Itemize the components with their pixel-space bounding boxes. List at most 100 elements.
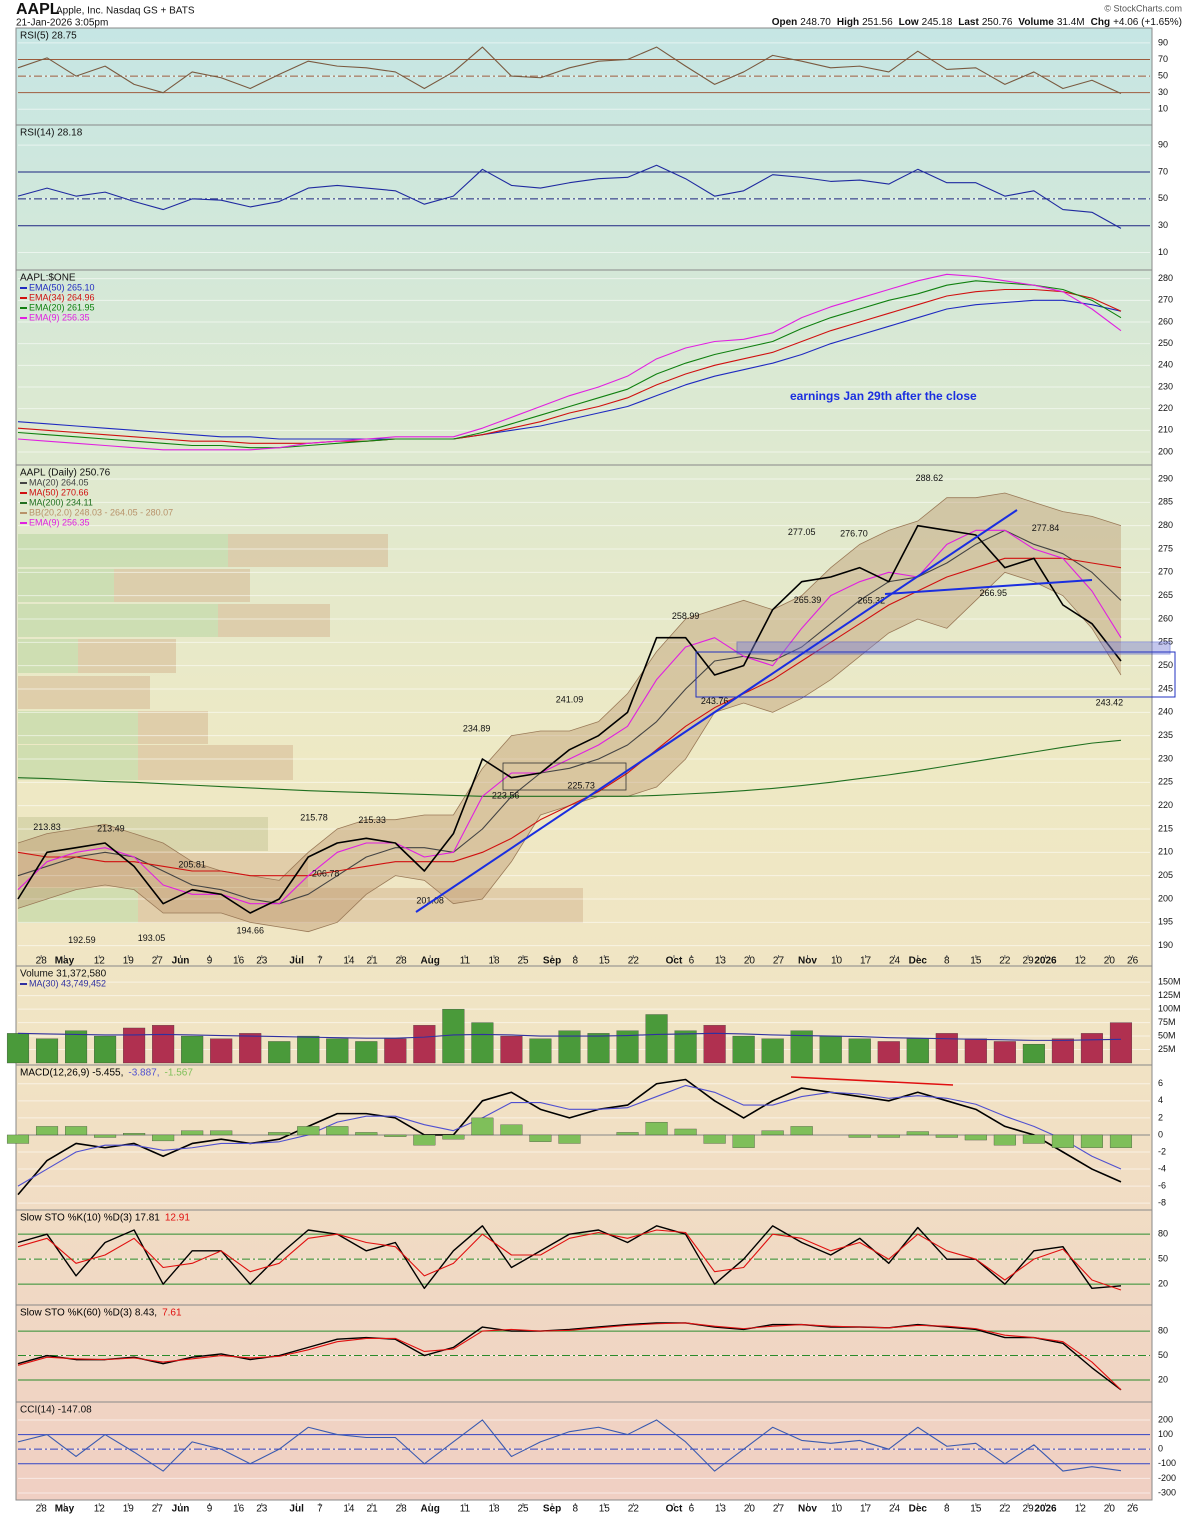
x-tick-label: 15 — [599, 1504, 611, 1515]
y-tick-label: 220 — [1158, 800, 1173, 810]
y-tick-label: 150M — [1158, 977, 1181, 987]
legend-entry: MA(30) 43,749,452 — [29, 978, 106, 988]
x-tick-label: 27 — [773, 956, 785, 967]
bar — [471, 1117, 494, 1136]
vbp-bar — [18, 534, 228, 567]
x-tick-label: 28 — [36, 956, 48, 967]
x-tick-label: 11 — [460, 956, 471, 967]
price-label: 201.08 — [416, 895, 444, 905]
y-tick-label: 275 — [1158, 543, 1173, 553]
credit: © StockCharts.com — [1104, 3, 1182, 13]
x-tick-label: 8 — [573, 956, 579, 967]
y-tick-label: 125M — [1158, 990, 1181, 1000]
x-tick-label: 26 — [1127, 1504, 1139, 1515]
bar — [413, 1025, 436, 1064]
x-tick-label: 15 — [970, 1504, 982, 1515]
x-tick-label: Dec — [909, 1504, 928, 1515]
y-tick-label: 240 — [1158, 360, 1173, 370]
x-tick-label: Oct — [666, 956, 683, 967]
band-edge — [17, 492, 1122, 881]
price-label: 266.95 — [979, 588, 1007, 598]
y-tick-label: 50 — [1158, 193, 1168, 203]
bar — [558, 1134, 581, 1144]
x-tick-label: Aug — [420, 1504, 439, 1515]
bar — [65, 1030, 88, 1064]
y-tick-label: 30 — [1158, 220, 1168, 230]
bar — [558, 1030, 581, 1064]
y-tick-label: 80 — [1158, 1325, 1168, 1335]
y-tick-label: -8 — [1158, 1198, 1166, 1208]
price-label: 213.83 — [33, 822, 61, 832]
resistance-zone — [736, 641, 1171, 655]
bar — [703, 1134, 726, 1144]
x-tick-label: 28 — [36, 1504, 48, 1515]
y-tick-label: 290 — [1158, 473, 1173, 483]
x-tick-label: Oct — [666, 1504, 683, 1515]
bar — [500, 1124, 523, 1136]
y-tick-label: 220 — [1158, 403, 1173, 413]
x-tick-label: 22 — [999, 1504, 1011, 1515]
bar — [1022, 1043, 1045, 1064]
x-tick-label: 18 — [488, 956, 500, 967]
x-tick-label: Jun — [172, 1504, 190, 1515]
x-tick-label: 16 — [233, 956, 245, 967]
x-tick-label: Jun — [172, 956, 190, 967]
x-tick-label: 8 — [944, 956, 950, 967]
price-label: 215.78 — [300, 813, 328, 823]
x-tick-label: 26 — [1127, 956, 1139, 967]
legend-entry: MA(20) 264.05 — [29, 477, 89, 487]
y-tick-label: 200 — [1158, 1414, 1173, 1424]
quote-label: Open — [772, 17, 798, 28]
bar — [500, 1035, 523, 1064]
vbp-bar — [18, 711, 138, 744]
y-tick-label: 6 — [1158, 1078, 1163, 1088]
bar — [123, 1027, 146, 1064]
line — [17, 1419, 1122, 1472]
x-tick-label: 24 — [889, 1504, 901, 1515]
x-tick-label: 8 — [944, 1504, 950, 1515]
y-tick-label: 250 — [1158, 338, 1173, 348]
symbol: AAPL — [16, 1, 60, 18]
vbp-bar — [18, 569, 114, 602]
price-label: 194.66 — [236, 925, 264, 935]
y-tick-label: 90 — [1158, 37, 1168, 47]
x-tick-label: Sep — [543, 956, 561, 967]
line — [17, 273, 1122, 451]
x-tick-label: 2026 — [1034, 956, 1057, 967]
bar — [239, 1033, 262, 1064]
bar — [1080, 1134, 1103, 1148]
panel-title: AAPL:$ONE — [20, 273, 76, 284]
x-tick-label: 21 — [367, 956, 379, 967]
quote-value: 250.76 — [982, 17, 1013, 28]
price-label: 265.39 — [794, 595, 822, 605]
bar — [587, 1033, 610, 1064]
bar — [210, 1130, 233, 1136]
y-tick-label: 100 — [1158, 1429, 1173, 1439]
vbp-bar — [18, 817, 268, 851]
bar — [471, 1022, 494, 1064]
y-tick-label: 0 — [1158, 1444, 1163, 1454]
bar — [1022, 1134, 1045, 1144]
y-tick-label: 50 — [1158, 1254, 1168, 1264]
y-tick-label: 210 — [1158, 425, 1173, 435]
x-tick-label: 11 — [460, 1504, 471, 1515]
bar — [6, 1033, 30, 1064]
price-label: 234.89 — [463, 724, 491, 734]
x-tick-label: 12 — [1075, 1504, 1087, 1515]
bar — [1109, 1134, 1133, 1148]
bar — [645, 1014, 668, 1064]
x-tick-label: 9 — [207, 956, 213, 967]
x-tick-label: 19 — [123, 1504, 135, 1515]
bollinger-band — [18, 493, 1121, 932]
price-label: 243.42 — [1096, 698, 1124, 708]
panel-title: RSI(14) 28.18 — [20, 128, 83, 139]
y-tick-label: 230 — [1158, 753, 1173, 763]
bar — [674, 1128, 697, 1136]
bar — [877, 1134, 900, 1138]
x-tick-label: 13 — [715, 1504, 727, 1515]
x-tick-label: 8 — [573, 1504, 579, 1515]
x-tick-label: 25 — [517, 956, 529, 967]
bar — [993, 1041, 1016, 1064]
price-label: 258.99 — [672, 611, 700, 621]
